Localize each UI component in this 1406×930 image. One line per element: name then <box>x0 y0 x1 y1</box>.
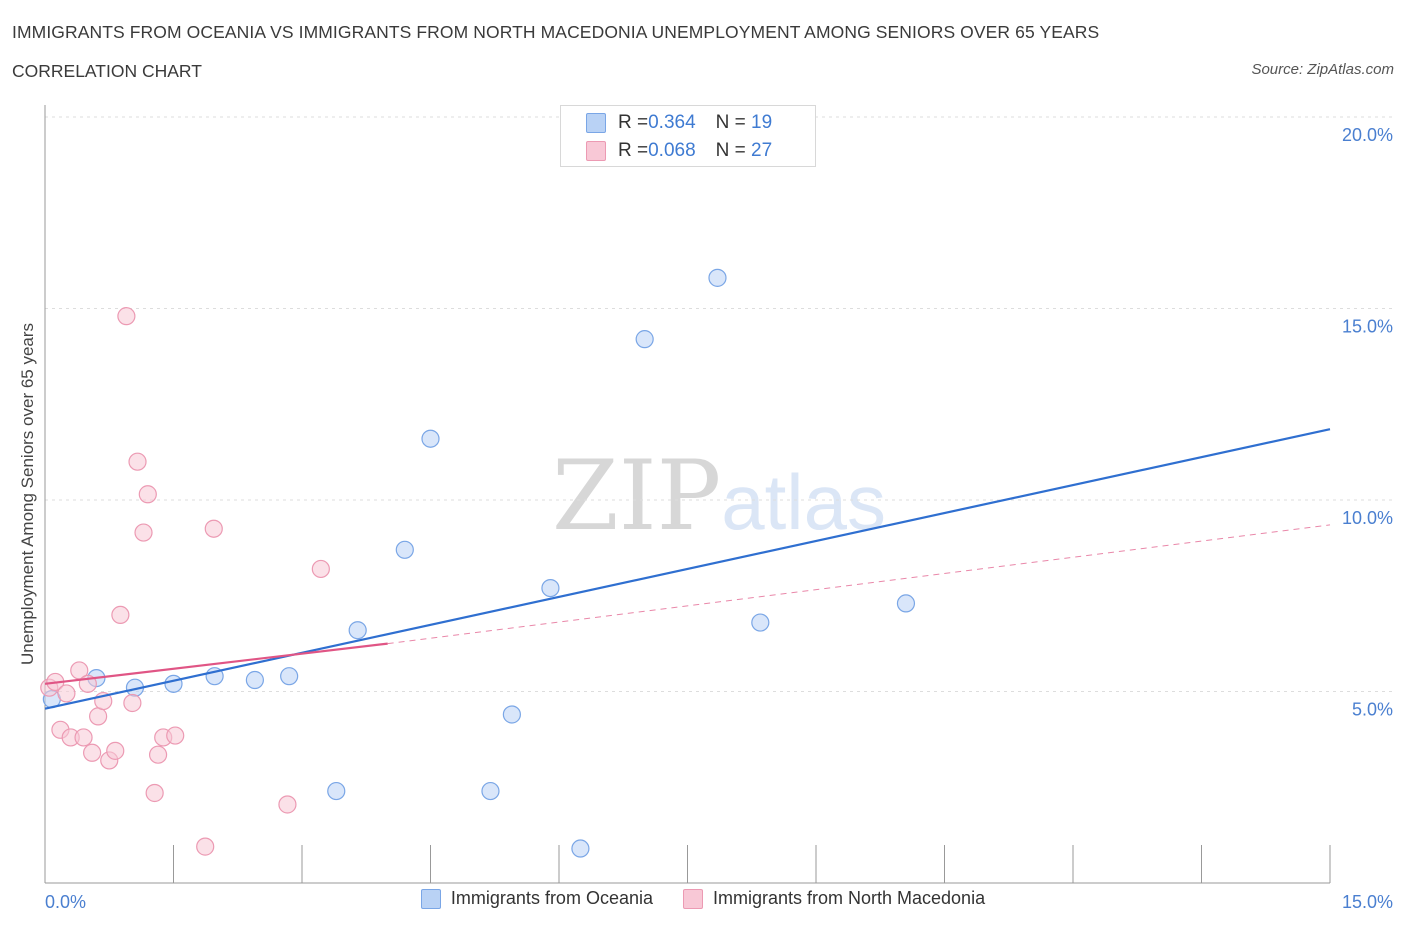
macedonia-point <box>196 837 215 856</box>
macedonia-point <box>134 523 153 542</box>
tick-labels: 5.0% 10.0% 15.0% 20.0% 0.0% 15.0% <box>45 125 1393 912</box>
macedonia-point <box>111 605 130 625</box>
oceania-point <box>481 781 500 801</box>
trend-lines <box>387 524 1331 645</box>
macedonia-point <box>145 783 164 803</box>
macedonia-legend-swatch <box>682 888 703 909</box>
legend-label-oceania: Immigrants from Oceania <box>450 888 653 908</box>
n-label: N = <box>715 140 746 161</box>
legend-item-macedonia: Immigrants from North Macedonia <box>682 888 986 909</box>
n-value: 19 <box>751 112 773 133</box>
source-credit: Source: ZipAtlas.com <box>1251 61 1394 78</box>
macedonia-point <box>148 745 168 764</box>
legend-item-oceania: Immigrants from Oceania <box>420 888 653 909</box>
gridlines <box>45 116 1395 692</box>
r-label: R = <box>618 112 649 133</box>
oceania-point <box>280 667 299 686</box>
n-label: N = <box>715 112 746 133</box>
oceania-point <box>245 670 264 690</box>
macedonia-trend-extension <box>387 524 1331 645</box>
macedonia-point <box>138 485 157 504</box>
axes <box>44 105 1331 884</box>
macedonia-point <box>57 684 76 703</box>
oceania-point <box>751 613 770 632</box>
macedonia-point <box>128 452 147 471</box>
oceania-point <box>571 839 590 858</box>
data-points <box>40 268 1331 858</box>
oceania-point <box>635 330 654 349</box>
watermark-zip: ZIP <box>552 440 722 552</box>
oceania-point <box>348 621 367 640</box>
oceania-point <box>395 540 414 559</box>
oceania-point <box>708 268 727 287</box>
n-value: 27 <box>751 140 773 161</box>
y-tick-label: 10.0% <box>1342 508 1393 528</box>
oceania-swatch <box>586 113 606 133</box>
macedonia-point <box>117 307 136 326</box>
macedonia-point <box>278 795 297 814</box>
x-tick-label: 15.0% <box>1342 892 1393 912</box>
oceania-point <box>502 705 521 724</box>
x-tick-label: 0.0% <box>45 892 86 912</box>
r-value: 0.364 <box>648 112 696 133</box>
series-legend: Immigrants from Oceania Immigrants from … <box>0 888 1406 909</box>
oceania-point <box>896 594 916 613</box>
macedonia-trend-line <box>44 642 388 685</box>
oceania-legend-swatch <box>420 888 441 909</box>
oceania-point <box>541 578 560 598</box>
stats-row-oceania: R = 0.364 N = 19 <box>586 112 772 134</box>
macedonia-point <box>204 519 223 538</box>
macedonia-point <box>123 693 142 713</box>
stats-row-macedonia: R = 0.068 N = 27 <box>586 140 772 162</box>
macedonia-point <box>311 559 330 579</box>
r-value: 0.068 <box>648 140 696 161</box>
oceania-trend-line <box>44 428 1331 710</box>
macedonia-point <box>89 707 108 726</box>
chart-subtitle: CORRELATION CHART <box>12 61 202 81</box>
macedonia-point <box>166 726 185 745</box>
oceania-point <box>327 781 346 801</box>
r-label: R = <box>618 140 649 161</box>
macedonia-point <box>106 741 125 760</box>
oceania-point <box>421 429 440 448</box>
y-tick-label: 15.0% <box>1342 317 1393 337</box>
y-tick-label: 5.0% <box>1352 700 1393 720</box>
chart-title: IMMIGRANTS FROM OCEANIA VS IMMIGRANTS FR… <box>12 22 1100 42</box>
macedonia-point <box>74 728 93 747</box>
legend-label-macedonia: Immigrants from North Macedonia <box>712 888 986 908</box>
watermark: ZIPatlas <box>552 440 886 552</box>
macedonia-point <box>83 743 102 762</box>
stats-legend: R = 0.364 N = 19 R = 0.068 N = 27 <box>560 105 816 167</box>
y-tick-label: 20.0% <box>1342 125 1393 145</box>
oceania-point <box>164 674 183 693</box>
macedonia-swatch <box>586 141 606 161</box>
